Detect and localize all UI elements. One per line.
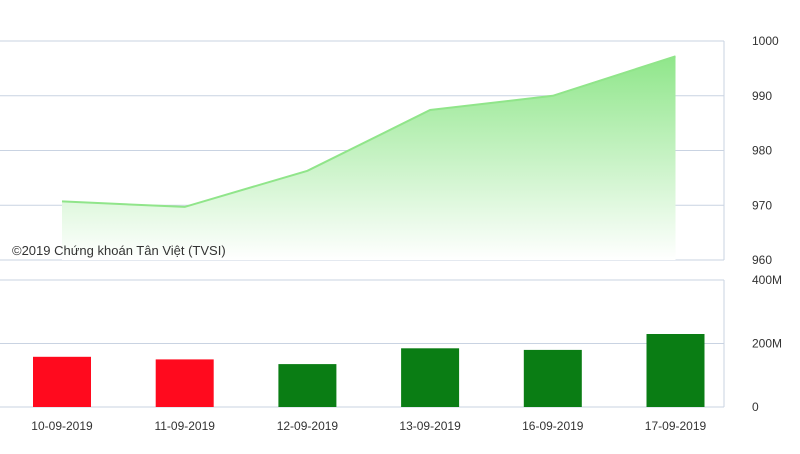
price-tick-label: 1000 xyxy=(752,34,779,48)
x-tick-label: 12-09-2019 xyxy=(277,419,339,433)
volume-bars xyxy=(33,334,705,407)
price-area xyxy=(62,56,676,260)
volume-axis-ticks: 0 200M 400M xyxy=(752,273,782,414)
volume-bar xyxy=(646,334,705,407)
volume-bar xyxy=(278,364,337,407)
volume-bar xyxy=(401,348,460,407)
volume-tick-label: 0 xyxy=(752,400,759,414)
volume-tick-label: 200M xyxy=(752,337,782,351)
x-tick-label: 10-09-2019 xyxy=(31,419,93,433)
price-tick-label: 970 xyxy=(752,198,772,212)
volume-tick-label: 400M xyxy=(752,273,782,287)
volume-grid xyxy=(0,279,725,408)
price-tick-label: 980 xyxy=(752,144,772,158)
volume-bar xyxy=(33,356,91,407)
x-tick-label: 16-09-2019 xyxy=(522,419,584,433)
x-tick-label: 13-09-2019 xyxy=(399,419,461,433)
volume-bar xyxy=(155,359,214,407)
copyright-credit: ©2019 Chứng khoán Tân Việt (TVSI) xyxy=(12,243,226,258)
price-tick-label: 990 xyxy=(752,89,772,103)
price-tick-label: 960 xyxy=(752,253,772,267)
price-line xyxy=(61,55,676,208)
x-tick-label: 11-09-2019 xyxy=(154,419,215,433)
price-axis-ticks: 960 970 980 990 1000 xyxy=(752,34,779,267)
volume-bar xyxy=(523,349,582,407)
x-axis-labels: 10-09-2019 11-09-2019 12-09-2019 13-09-2019… xyxy=(31,419,706,433)
x-tick-label: 17-09-2019 xyxy=(645,419,707,433)
